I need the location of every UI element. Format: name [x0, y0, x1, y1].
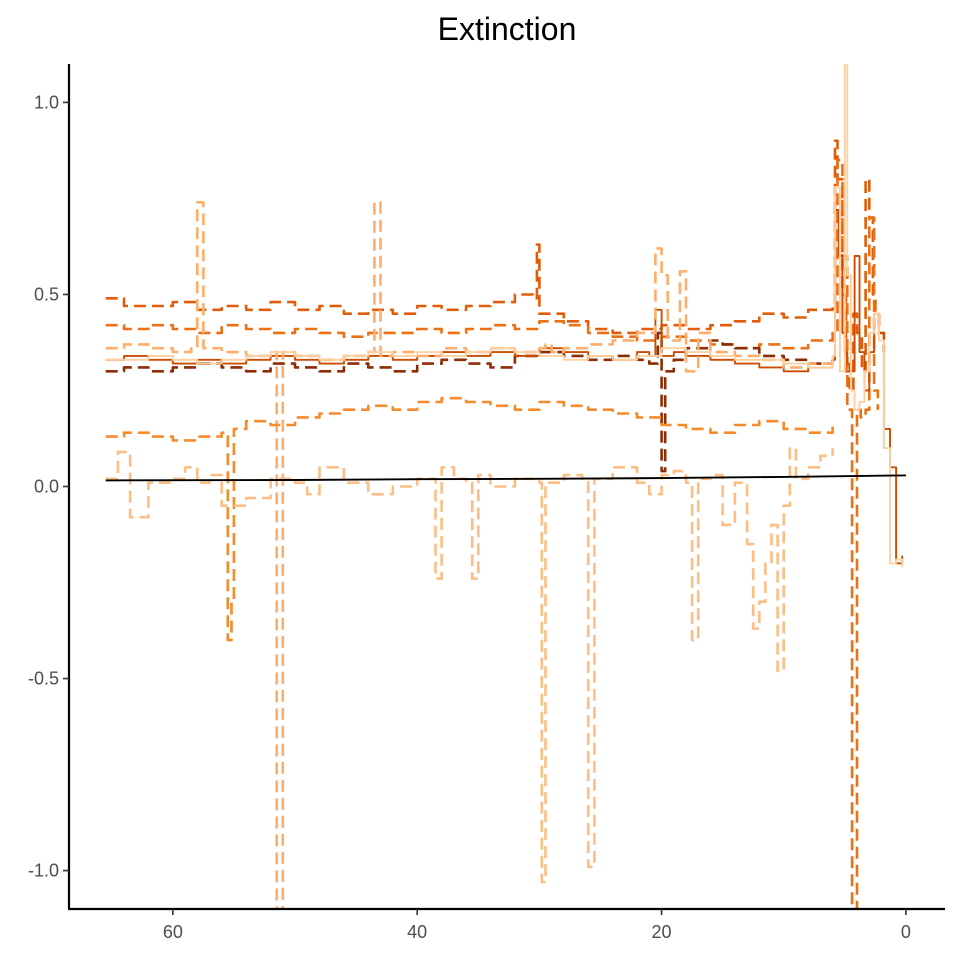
series-line-1: [105, 139, 886, 392]
series-line-9: [105, 474, 906, 482]
x-tick-label: 40: [407, 922, 427, 942]
x-axis-ticks: 60 40 20 0: [163, 909, 911, 942]
x-tick-label: 0: [901, 922, 911, 942]
y-tick-label: -0.5: [28, 669, 59, 689]
series-layer: [105, 64, 906, 909]
series-line-7: [105, 396, 834, 642]
y-tick-label: -1.0: [28, 861, 59, 881]
series-line-8: [105, 446, 834, 884]
x-tick-label: 60: [163, 922, 183, 942]
y-tick-label: 0.5: [34, 284, 59, 304]
y-tick-label: 1.0: [34, 92, 59, 112]
series-line-5: [105, 201, 834, 909]
series-line-6: [105, 64, 904, 568]
series-line-2: [105, 158, 880, 909]
y-tick-label: 0.0: [34, 477, 59, 497]
series-line-4: [105, 209, 904, 565]
series-line-3: [105, 331, 834, 473]
y-axis-ticks: 1.0 0.5 0.0 -0.5 -1.0: [28, 92, 69, 881]
x-tick-label: 20: [652, 922, 672, 942]
chart-title: Extinction: [438, 11, 577, 47]
